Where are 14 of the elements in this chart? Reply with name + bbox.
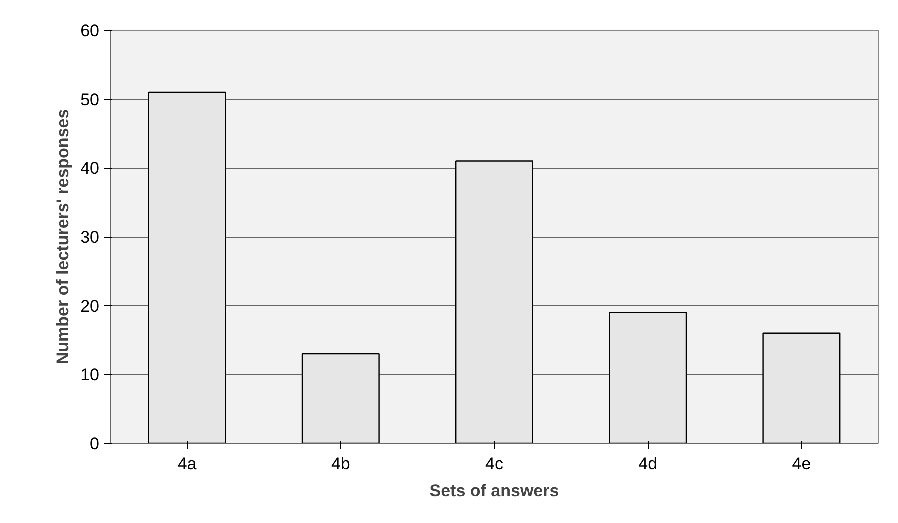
x-tick-label: 4a [178, 454, 198, 474]
x-tick-label: 4e [792, 454, 812, 474]
y-tick-label: 50 [80, 90, 100, 110]
y-axis-title: Number of lecturers' responses [54, 109, 73, 365]
y-tick-label: 40 [80, 159, 100, 178]
x-axis-title: Sets of answers [430, 482, 560, 500]
x-tick-label: 4d [638, 454, 658, 474]
y-tick-label: 30 [80, 228, 100, 247]
y-tick-label: 20 [80, 296, 100, 316]
y-tick-label: 10 [80, 366, 100, 385]
y-tick-label: 0 [90, 434, 100, 454]
x-tick-label: 4c [486, 454, 504, 474]
y-tick-label: 60 [80, 22, 100, 40]
x-tick-label: 4b [331, 454, 350, 474]
